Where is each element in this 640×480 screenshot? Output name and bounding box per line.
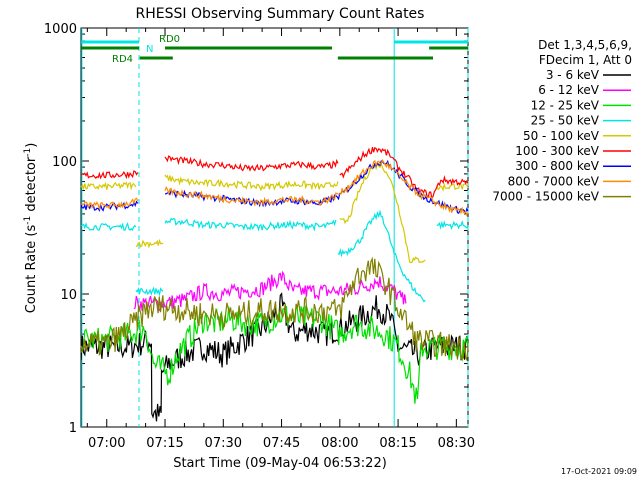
- y-tick-label: 1000: [44, 22, 77, 37]
- timestamp: 17-Oct-2021 09:09: [561, 467, 637, 476]
- series-line: [436, 219, 469, 231]
- series-line: [135, 286, 164, 297]
- legend-label: 300 - 800 keV: [515, 159, 599, 173]
- series-line: [436, 182, 469, 192]
- x-tick-label: 07:30: [205, 436, 242, 451]
- legend-label: 50 - 100 keV: [523, 129, 600, 143]
- x-axis: 07:00 07:15 07:30 07:45 08:00 08:15 08:30: [86, 28, 475, 451]
- legend-label: 6 - 12 keV: [538, 83, 600, 97]
- chart-title: RHESSI Observing Summary Count Rates: [136, 6, 425, 22]
- x-tick-label: 08:30: [438, 436, 475, 451]
- legend-label: 25 - 50 keV: [531, 114, 600, 128]
- series-line: [164, 159, 469, 215]
- series-line: [339, 146, 469, 200]
- flag-bars: N RD4 RD0: [81, 34, 468, 65]
- legend-label: 7000 - 15000 keV: [492, 190, 599, 204]
- flag-label-rd0: RD0: [159, 34, 180, 45]
- series-line: [80, 181, 137, 191]
- series-line: [80, 221, 137, 232]
- x-tick-label: 07:15: [146, 436, 183, 451]
- x-axis-label: Start Time (09-May-04 06:53:22): [173, 456, 387, 471]
- series-line: [339, 160, 426, 264]
- series-line: [337, 209, 426, 303]
- series-line: [135, 238, 164, 249]
- saa-boundaries: [81, 28, 469, 427]
- legend-label: 3 - 6 keV: [546, 68, 600, 82]
- series-line: [81, 197, 139, 211]
- series-line: [80, 256, 469, 362]
- series-line: [133, 270, 407, 312]
- series-line: [80, 305, 469, 404]
- x-tick-label: 08:15: [379, 436, 416, 451]
- flag-label-rd4: RD4: [112, 54, 133, 65]
- legend-label: 12 - 25 keV: [531, 98, 600, 112]
- legend-header-1: Det 1,3,4,5,6,9,: [538, 38, 632, 52]
- y-tick-label: 1: [69, 421, 77, 436]
- x-tick-label: 08:00: [321, 436, 358, 451]
- flag-label-n: N: [146, 44, 153, 55]
- series-lines: [80, 146, 469, 422]
- y-tick-label: 100: [52, 155, 77, 170]
- legend-label: 800 - 7000 keV: [508, 174, 600, 188]
- legend-header-2: FDecim 1, Att 0: [539, 53, 632, 67]
- y-axis-label: Count Rate (s-1 detector-1): [23, 143, 39, 314]
- series-line: [164, 217, 337, 232]
- series-line: [164, 174, 339, 192]
- y-axis: 1 10 100 1000: [44, 22, 468, 436]
- series-line: [81, 170, 139, 180]
- x-tick-label: 07:45: [263, 436, 300, 451]
- x-tick-label: 07:00: [88, 436, 125, 451]
- legend-label: 100 - 300 keV: [515, 144, 599, 158]
- series-line: [164, 155, 339, 172]
- series-line: [164, 158, 469, 217]
- legend: Det 1,3,4,5,6,9, FDecim 1, Att 0 3 - 6 k…: [492, 38, 632, 204]
- series-line: [80, 292, 469, 422]
- y-tick-label: 10: [60, 288, 77, 303]
